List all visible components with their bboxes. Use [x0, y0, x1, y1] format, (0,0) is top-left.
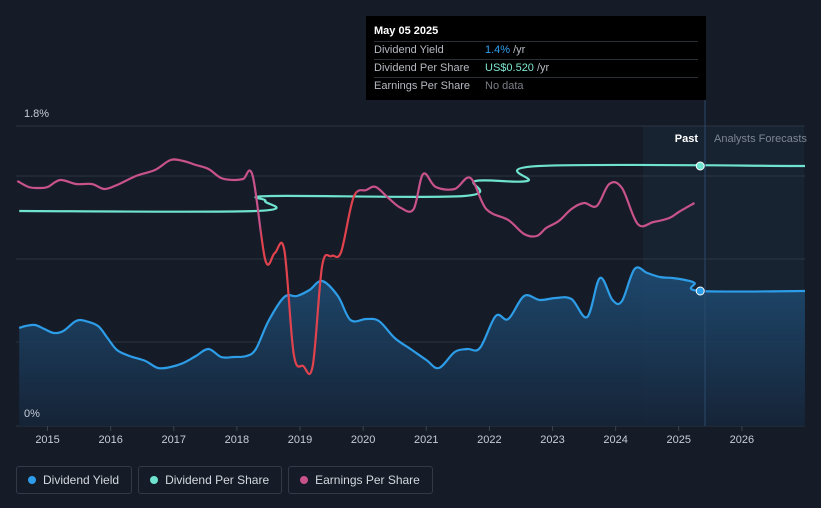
x-tick-label: 2022	[477, 434, 501, 446]
dividend-per-share-marker	[695, 161, 705, 171]
legend-item-earnings-per-share[interactable]: Earnings Per Share	[288, 466, 433, 494]
x-tick-label: 2023	[540, 434, 564, 446]
tooltip: May 05 2025 Dividend Yield 1.4% /yr Divi…	[366, 16, 706, 100]
legend-item-dividend-per-share[interactable]: Dividend Per Share	[138, 466, 283, 494]
tooltip-unit: /yr	[536, 62, 550, 74]
tooltip-label: Dividend Yield	[374, 44, 444, 56]
tooltip-row-earnings-per-share: Earnings Per Share No data	[374, 77, 698, 95]
legend-label: Dividend Per Share	[165, 473, 270, 487]
x-tick-label: 2016	[98, 434, 122, 446]
tooltip-label: Dividend Per Share	[374, 62, 470, 74]
past-label: Past	[675, 133, 699, 145]
x-tick-label: 2020	[351, 434, 375, 446]
y-tick-label: 1.8%	[24, 108, 49, 120]
forecast-label: Analysts Forecasts	[714, 133, 807, 145]
dividend-per-share-line	[19, 163, 806, 213]
x-tick-label: 2015	[35, 434, 59, 446]
axes: 1.8% 0% 2015 2016 2017 2018 2019 2020 2021 2022 20…	[24, 108, 754, 446]
earnings-per-share-decline-line	[260, 190, 357, 376]
x-tick-label: 2025	[667, 434, 691, 446]
tooltip-row-dividend-yield: Dividend Yield 1.4% /yr	[374, 41, 698, 59]
tooltip-row-dividend-per-share: Dividend Per Share US$0.520 /yr	[374, 59, 698, 77]
tooltip-value: US$0.520	[485, 62, 534, 74]
dividend-yield-marker	[695, 286, 705, 296]
y-tick-label: 0%	[24, 408, 40, 420]
x-tick-label: 2021	[414, 434, 438, 446]
x-tick-label: 2017	[162, 434, 186, 446]
tooltip-label: Earnings Per Share	[374, 80, 470, 92]
tooltip-value: No data	[485, 80, 524, 92]
x-tick-label: 2024	[603, 434, 627, 446]
legend: Dividend Yield Dividend Per Share Earnin…	[16, 466, 433, 494]
x-tick-label: 2019	[288, 434, 312, 446]
tooltip-value: 1.4%	[485, 44, 511, 56]
legend-label: Earnings Per Share	[315, 473, 420, 487]
x-tick-label: 2026	[730, 434, 754, 446]
tooltip-unit: /yr	[513, 44, 526, 56]
grid	[16, 125, 805, 427]
tooltip-date: May 05 2025	[374, 25, 439, 37]
legend-label: Dividend Yield	[43, 473, 120, 487]
legend-item-dividend-yield[interactable]: Dividend Yield	[16, 466, 133, 494]
markers	[695, 161, 705, 296]
legend-dot-icon	[300, 476, 309, 484]
series-lines	[16, 158, 806, 376]
dividend-yield-line	[18, 266, 806, 370]
x-tick-label: 2018	[225, 434, 249, 446]
legend-dot-icon	[28, 476, 36, 484]
legend-dot-icon	[150, 476, 159, 484]
dividend-yield-area	[19, 267, 805, 426]
